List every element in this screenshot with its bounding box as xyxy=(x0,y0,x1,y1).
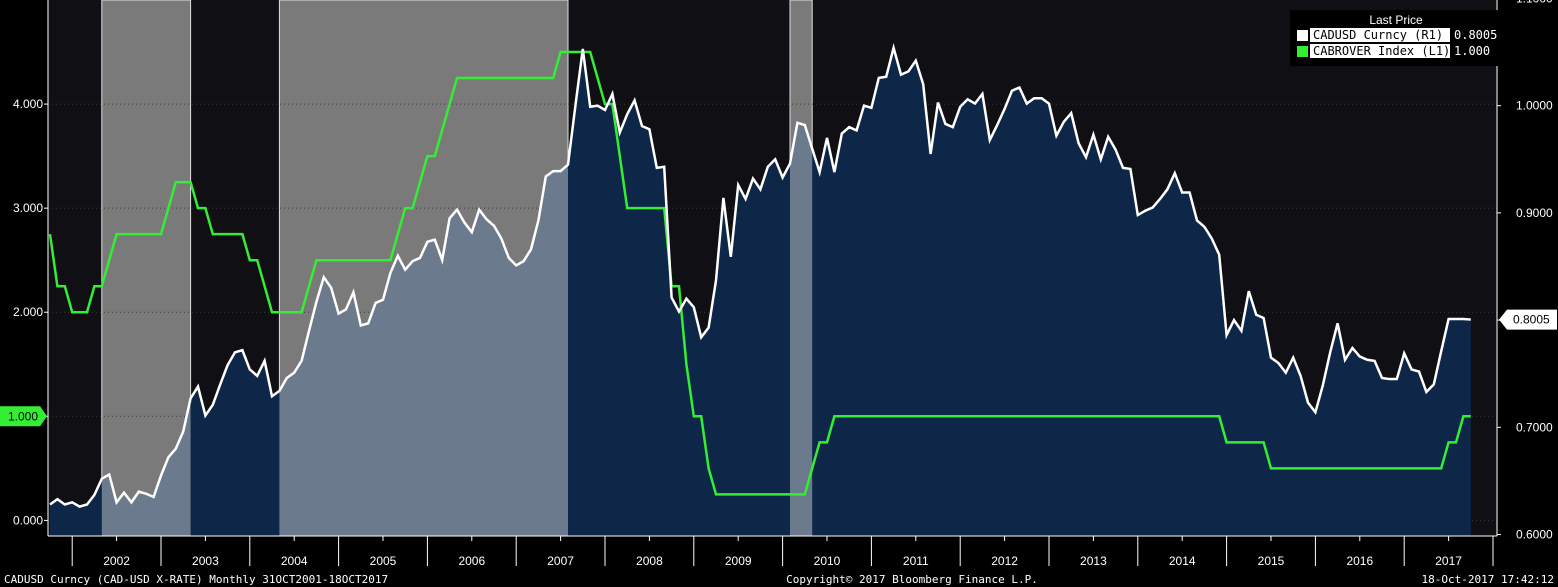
year-label-2007: 2007 xyxy=(547,554,574,568)
year-label-2005: 2005 xyxy=(370,554,397,568)
year-label-2012: 2012 xyxy=(991,554,1018,568)
cadusd-area-highlight-2 xyxy=(790,122,813,536)
last-value-tag-left-shape xyxy=(0,406,47,427)
footer-right: 18-Oct-2017 17:42:12 xyxy=(1422,573,1554,586)
footer: CADUSD Curncy (CAD-USD X-RATE) Monthly 3… xyxy=(4,573,1554,586)
last-value-tag-right-text: 0.8005 xyxy=(1513,313,1550,327)
legend-swatch-cabrover xyxy=(1297,46,1308,57)
legend-value-cabrover: 1.000 xyxy=(1454,44,1490,58)
legend-swatch-cadusd xyxy=(1297,30,1308,41)
cadusd-line xyxy=(49,42,1471,508)
left-tick-label-2: 2.000 xyxy=(13,305,43,319)
legend-label-bg-cabrover xyxy=(1310,44,1450,58)
year-label-2003: 2003 xyxy=(192,554,219,568)
year-label-2013: 2013 xyxy=(1080,554,1107,568)
right-tick-label-1: 0.7000 xyxy=(1516,420,1553,434)
cabrover-line xyxy=(48,50,1471,496)
legend-label-cabrover: CABROVER Index (L1) xyxy=(1313,44,1450,58)
left-tick-label-4: 4.000 xyxy=(13,97,43,111)
year-label-2008: 2008 xyxy=(636,554,663,568)
legend-label-bg-cadusd xyxy=(1310,28,1450,42)
footer-center: Copyright© 2017 Bloomberg Finance L.P. xyxy=(786,573,1038,586)
plot-area xyxy=(48,0,1497,537)
axes: 0.000 1.000 2.000 3.000 4.000 0.6000 0.7000 0.8… xyxy=(13,0,1553,568)
last-value-tag-right-shape xyxy=(1499,309,1557,330)
year-label-2009: 2009 xyxy=(725,554,752,568)
legend-value-cadusd: 0.8005 xyxy=(1454,28,1497,42)
right-tick-label-3: 0.9000 xyxy=(1516,206,1553,220)
year-label-2002: 2002 xyxy=(103,554,130,568)
legend-title: Last Price xyxy=(1369,13,1423,27)
legend-label-cadusd: CADUSD Curncy (R1) xyxy=(1313,28,1443,42)
last-value-tag-left-text: 1.000 xyxy=(8,409,38,423)
year-label-2006: 2006 xyxy=(458,554,485,568)
left-tick-label-0: 0.000 xyxy=(13,513,43,527)
year-label-2017: 2017 xyxy=(1435,554,1462,568)
footer-left: CADUSD Curncy (CAD-USD X-RATE) Monthly 3… xyxy=(4,573,388,586)
right-tick-label-5: 1.1000 xyxy=(1516,0,1553,5)
left-tick-label-3: 3.000 xyxy=(13,201,43,215)
year-label-2004: 2004 xyxy=(281,554,308,568)
right-tick-label-4: 1.0000 xyxy=(1516,99,1553,113)
last-value-tag-right: 0.8005 xyxy=(1499,309,1557,330)
year-label-2011: 2011 xyxy=(903,554,929,568)
cadusd-area-highlight-1 xyxy=(279,164,568,536)
year-label-2015: 2015 xyxy=(1258,554,1285,568)
year-label-2010: 2010 xyxy=(814,554,841,568)
legend: Last Price CADUSD Curncy (R1) 0.8005 CAB… xyxy=(1290,10,1498,66)
cadusd-area-highlight-0 xyxy=(101,398,191,536)
last-value-tag-left: 1.000 xyxy=(0,406,47,427)
year-label-2014: 2014 xyxy=(1169,554,1196,568)
year-label-2016: 2016 xyxy=(1346,554,1373,568)
right-tick-label-0: 0.6000 xyxy=(1516,527,1553,541)
